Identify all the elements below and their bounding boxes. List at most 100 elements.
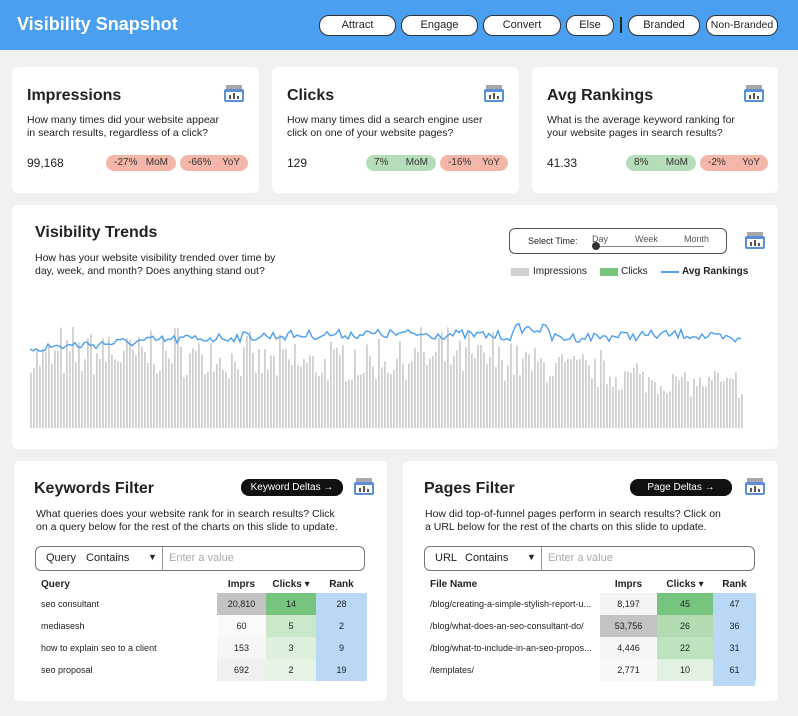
keyword-search-input[interactable]: Enter a value <box>169 552 234 564</box>
keyword-filter-dropdown[interactable]: Query Contains ▼ <box>36 547 163 570</box>
analytics-icon[interactable] <box>743 84 765 104</box>
impressions-bar <box>639 373 641 428</box>
impressions-bar <box>291 364 293 428</box>
column-header-rank[interactable]: Rank <box>329 579 354 590</box>
nav-attract-button[interactable]: Attract <box>319 15 396 36</box>
page-filter-dropdown[interactable]: URL Contains ▼ <box>425 547 542 570</box>
impressions-bar <box>741 394 743 428</box>
nav-convert-button[interactable]: Convert <box>483 15 561 36</box>
impressions-bar <box>711 379 713 428</box>
impressions-bar <box>510 343 512 428</box>
table-row[interactable]: /templates/ 2,771 10 61 <box>424 659 756 681</box>
impressions-bar <box>417 351 419 428</box>
table-row[interactable]: seo proposal 692 2 19 <box>35 659 367 681</box>
impressions-bar <box>258 348 260 428</box>
impressions-bar <box>456 350 458 428</box>
impressions-bar <box>429 358 431 428</box>
pages-description: How did top-of-funnel pages perform in s… <box>425 508 721 533</box>
impressions-bar <box>315 372 317 428</box>
impressions-bar <box>174 328 176 428</box>
keywords-table: Query Imprs Clicks ▾ Rank seo consultant… <box>35 576 367 681</box>
kpi-title: Avg Rankings <box>547 87 654 104</box>
table-row[interactable]: seo consultant 20,810 14 28 <box>35 593 367 615</box>
impressions-bar <box>486 364 488 428</box>
column-header-rank[interactable]: Rank <box>722 579 747 590</box>
impressions-bar <box>288 359 290 428</box>
impressions-bar <box>465 347 467 428</box>
impressions-bar <box>114 359 116 428</box>
page-filter-box[interactable]: URL Contains ▼ Enter a value <box>424 546 755 571</box>
nav-engage-button[interactable]: Engage <box>401 15 478 36</box>
impressions-bar <box>249 331 251 428</box>
table-row[interactable]: /blog/what-does-an-seo-consultant-do/ 53… <box>424 615 756 637</box>
select-time-control[interactable]: Select Time: Day Week Month <box>509 228 727 254</box>
impressions-bar <box>414 348 416 428</box>
column-header-file-name[interactable]: File Name <box>430 579 478 590</box>
analytics-icon[interactable] <box>744 231 766 251</box>
kpi-card-clicks[interactable]: Clicks How many times did a search engin… <box>272 67 519 193</box>
impressions-bar <box>84 359 86 428</box>
impressions-bar <box>108 336 110 428</box>
kpi-value: 129 <box>287 156 308 170</box>
column-header-imprs[interactable]: Imprs <box>227 579 256 590</box>
time-option-day[interactable]: Day <box>592 234 609 244</box>
impressions-bar <box>438 337 440 428</box>
impressions-bar <box>171 363 173 428</box>
impressions-bar <box>522 358 524 428</box>
column-header-clicks[interactable]: Clicks ▾ <box>666 579 704 590</box>
impressions-bar <box>426 364 428 428</box>
analytics-icon[interactable] <box>744 477 766 497</box>
column-header-clicks[interactable]: Clicks ▾ <box>272 579 310 590</box>
legend-avg-rankings: Avg Rankings <box>661 266 751 278</box>
table-row[interactable]: /blog/what-to-include-in-an-seo-propos..… <box>424 637 756 659</box>
impressions-bar <box>405 379 407 428</box>
impressions-bar <box>210 343 212 428</box>
table-row[interactable]: how to explain seo to a client 153 3 9 <box>35 637 367 659</box>
keyword-filter-box[interactable]: Query Contains ▼ Enter a value <box>35 546 365 571</box>
analytics-icon[interactable] <box>483 84 505 104</box>
page-search-input[interactable]: Enter a value <box>548 552 613 564</box>
impressions-bar <box>246 335 248 428</box>
impressions-bar <box>537 361 539 428</box>
column-header-query[interactable]: Query <box>41 579 70 590</box>
time-option-week[interactable]: Week <box>635 234 658 244</box>
column-header-imprs[interactable]: Imprs <box>614 579 643 590</box>
impressions-bar <box>147 362 149 428</box>
impressions-bar <box>672 373 674 428</box>
analytics-icon[interactable] <box>353 477 375 497</box>
table-row[interactable]: mediasesh 60 5 2 <box>35 615 367 637</box>
nav-else-button[interactable]: Else <box>566 15 614 36</box>
impressions-bar <box>543 362 545 428</box>
impressions-bar <box>141 346 143 428</box>
time-option-month[interactable]: Month <box>684 234 710 244</box>
nav-non-branded-button[interactable]: Non-Branded <box>706 15 778 36</box>
impressions-bar <box>630 372 632 428</box>
impressions-bar <box>42 349 44 428</box>
nav-branded-button[interactable]: Branded <box>628 15 700 36</box>
impressions-bar <box>129 340 131 428</box>
impressions-bar <box>669 391 671 428</box>
table-row[interactable]: /blog/creating-a-simple-stylish-report-u… <box>424 593 756 615</box>
impressions-bar <box>132 349 134 428</box>
impressions-bar <box>444 361 446 428</box>
impressions-bar <box>657 393 659 428</box>
time-slider-handle[interactable] <box>592 242 600 250</box>
keywords-title: Keywords Filter <box>34 480 155 497</box>
impressions-bar <box>489 356 491 428</box>
impressions-bar <box>459 340 461 428</box>
analytics-icon[interactable] <box>223 84 245 104</box>
keyword-deltas-button[interactable]: Keyword Deltas → <box>241 479 343 496</box>
kpi-card-avg-rankings[interactable]: Avg Rankings What is the average keyword… <box>532 67 778 193</box>
impressions-bar <box>585 360 587 428</box>
impressions-bar <box>663 390 665 428</box>
kpi-card-impressions[interactable]: Impressions How many times did your webs… <box>12 67 259 193</box>
time-slider-track[interactable] <box>596 246 704 247</box>
impressions-bar <box>555 363 557 428</box>
kpi-description: How many times did your website appear in… <box>27 114 220 139</box>
impressions-bar <box>333 349 335 428</box>
table-scroll-indicator[interactable] <box>713 681 755 686</box>
impressions-bar <box>477 344 479 428</box>
impressions-bar <box>447 327 449 428</box>
impressions-bar <box>375 379 377 428</box>
page-deltas-button[interactable]: Page Deltas → <box>630 479 732 496</box>
